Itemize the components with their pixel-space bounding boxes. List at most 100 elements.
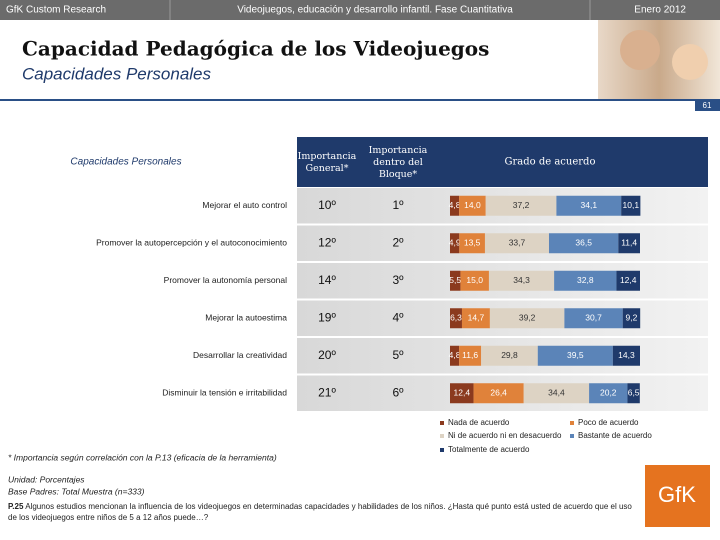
page-number: 61 xyxy=(703,101,712,110)
rank-general: 14º xyxy=(318,273,336,287)
bar-segment xyxy=(627,383,640,404)
value-label: 14,7 xyxy=(468,313,485,323)
rank-general: 12º xyxy=(318,235,336,249)
value-label: 20,2 xyxy=(600,388,617,398)
value-label: 10,1 xyxy=(623,200,640,210)
top-bar xyxy=(0,0,720,20)
value-label: 30,7 xyxy=(585,313,602,323)
bar-segment xyxy=(459,345,482,366)
value-label: 29,8 xyxy=(501,350,518,360)
note: Base Padres: Total Muestra (n=333) xyxy=(8,486,145,496)
category-label: Promover la autonomía personal xyxy=(164,275,287,285)
rank-general: 20º xyxy=(318,348,336,362)
bar-segment xyxy=(618,233,640,254)
question: P.25 Algunos estudios mencionan la influ… xyxy=(8,501,638,523)
bar-segment xyxy=(622,308,641,329)
value-label: 33,7 xyxy=(509,238,526,248)
question-text: Algunos estudios mencionan la influencia… xyxy=(8,502,632,522)
value-label: 4,9 xyxy=(449,238,461,248)
bar-segment xyxy=(488,270,555,291)
header-left: GfK Custom Research xyxy=(6,5,106,16)
legend-swatch xyxy=(570,421,574,425)
rank-bloque: 6º xyxy=(392,385,404,399)
logo-box xyxy=(645,465,710,527)
rank-general: 19º xyxy=(318,310,336,324)
bar-segment xyxy=(556,195,622,216)
header-right: Enero 2012 xyxy=(634,5,686,16)
column-header: Capacidades Personales xyxy=(70,157,181,168)
value-label: 14,3 xyxy=(618,350,635,360)
value-label: 15,0 xyxy=(466,275,483,285)
bar-segment xyxy=(537,345,613,366)
bar-segment xyxy=(473,383,524,404)
value-label: 36,5 xyxy=(575,238,592,248)
photo-face xyxy=(620,30,660,70)
legend-label: Bastante de acuerdo xyxy=(578,431,652,440)
value-label: 34,4 xyxy=(548,388,565,398)
legend-swatch xyxy=(440,421,444,425)
table-header xyxy=(297,137,708,187)
bar-segment xyxy=(589,383,628,404)
value-label: 13,5 xyxy=(464,238,481,248)
bar-segment xyxy=(481,345,538,366)
bar-segment xyxy=(450,383,474,404)
category-label: Desarrollar la creatividad xyxy=(193,350,287,360)
value-label: 5,5 xyxy=(449,275,461,285)
value-label: 14,0 xyxy=(464,200,481,210)
header-center: Videojuegos, educación y desarrollo infa… xyxy=(237,5,513,16)
bar-segment xyxy=(459,195,486,216)
legend-swatch xyxy=(440,434,444,438)
rule xyxy=(0,99,720,101)
bar-segment xyxy=(450,345,460,366)
bar-segment xyxy=(523,383,590,404)
footnote: * Importancia según correlación con la P… xyxy=(8,452,277,462)
category-label: Mejorar la autoestima xyxy=(205,313,287,323)
column-header: Importancia dentro del Bloque* xyxy=(369,145,428,180)
subtitle: Capacidades Personales xyxy=(22,64,212,83)
bar-segment xyxy=(450,270,461,291)
category-label: Promover la autopercepción y el autocono… xyxy=(96,238,287,248)
value-label: 12,4 xyxy=(454,388,471,398)
bar-segment xyxy=(461,308,490,329)
bar-segment xyxy=(621,195,641,216)
column-header: Importancia General* xyxy=(298,151,357,174)
category-label: Disminuir la tensión e irritabilidad xyxy=(162,388,287,398)
bar-segment xyxy=(450,195,460,216)
value-label: 4,8 xyxy=(449,350,461,360)
category-label: Mejorar el auto control xyxy=(202,200,287,210)
bar-segment xyxy=(484,233,549,254)
bar-segment xyxy=(459,233,485,254)
legend-label: Poco de acuerdo xyxy=(578,418,639,427)
value-label: 39,5 xyxy=(567,350,584,360)
legend-label: Nada de acuerdo xyxy=(448,418,510,427)
bar-segment xyxy=(450,308,462,329)
value-label: 6,3 xyxy=(450,313,462,323)
rank-bloque: 3º xyxy=(392,273,404,287)
value-label: 39,2 xyxy=(519,313,536,323)
bar-segment xyxy=(450,233,460,254)
value-label: 37,2 xyxy=(513,200,530,210)
bar-segment xyxy=(564,308,623,329)
legend-swatch xyxy=(440,448,444,452)
title: Capacidad Pedagógica de los Videojuegos xyxy=(22,37,489,61)
rank-bloque: 4º xyxy=(392,310,404,324)
value-label: 6,5 xyxy=(628,388,640,398)
value-label: 34,3 xyxy=(513,275,530,285)
value-label: 12,4 xyxy=(620,275,637,285)
rank-general: 10º xyxy=(318,198,336,212)
rank-bloque: 5º xyxy=(392,348,404,362)
bar-segment xyxy=(460,270,489,291)
photo-face xyxy=(672,44,708,80)
logo: GfK xyxy=(658,482,696,507)
bar-segment xyxy=(548,233,619,254)
value-label: 26,4 xyxy=(490,388,507,398)
bar-segment xyxy=(616,270,640,291)
rank-general: 21º xyxy=(318,385,336,399)
legend-label: Totalmente de acuerdo xyxy=(448,445,530,454)
legend-swatch xyxy=(570,434,574,438)
value-label: 34,1 xyxy=(581,200,598,210)
bar-segment xyxy=(485,195,557,216)
bar-segment xyxy=(554,270,617,291)
